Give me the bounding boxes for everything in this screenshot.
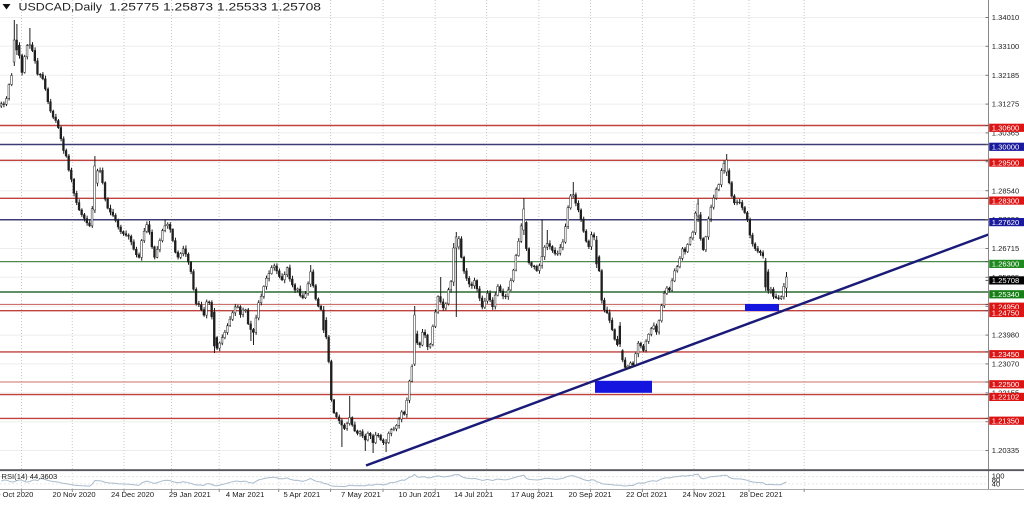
svg-text:1.23980: 1.23980 [992, 331, 1019, 340]
svg-text:1.31275: 1.31275 [992, 100, 1019, 109]
svg-text:1.27620: 1.27620 [992, 218, 1019, 227]
svg-text:28 Dec 2021: 28 Dec 2021 [740, 490, 783, 499]
svg-text:1.29500: 1.29500 [992, 158, 1019, 167]
svg-text:1.24750: 1.24750 [992, 309, 1019, 318]
svg-text:29 Jan 2021: 29 Jan 2021 [169, 490, 211, 499]
svg-text:14 Jul 2021: 14 Jul 2021 [454, 490, 493, 499]
svg-text:1.28300: 1.28300 [992, 196, 1019, 205]
svg-text:1.22500: 1.22500 [992, 380, 1019, 389]
svg-text:1.24950: 1.24950 [992, 302, 1019, 311]
svg-text:1.25775 1.25873 1.25533 1.2570: 1.25775 1.25873 1.25533 1.25708 [109, 2, 321, 14]
svg-text:80: 80 [992, 476, 1000, 485]
svg-text:1.21350: 1.21350 [992, 416, 1019, 425]
svg-text:1.20335: 1.20335 [992, 446, 1019, 455]
svg-text:USDCAD,Daily: USDCAD,Daily [19, 2, 103, 14]
svg-text:1.25340: 1.25340 [992, 290, 1019, 299]
svg-text:22 Oct 2021: 22 Oct 2021 [626, 490, 667, 499]
svg-text:1.25708: 1.25708 [992, 276, 1019, 285]
svg-text:7 May 2021: 7 May 2021 [341, 490, 381, 499]
svg-text:1.22102: 1.22102 [992, 393, 1019, 402]
svg-text:1.33100: 1.33100 [992, 42, 1019, 51]
svg-text:20 Oct 2020: 20 Oct 2020 [0, 490, 33, 499]
svg-text:4 Mar 2021: 4 Mar 2021 [226, 490, 264, 499]
svg-text:24 Nov 2021: 24 Nov 2021 [683, 490, 726, 499]
svg-text:1.28540: 1.28540 [992, 186, 1019, 195]
svg-text:1.30600: 1.30600 [992, 124, 1019, 133]
svg-text:20 Sep 2021: 20 Sep 2021 [569, 490, 612, 499]
svg-text:100: 100 [992, 472, 1005, 481]
svg-text:RSI(14) 44.3603: RSI(14) 44.3603 [2, 472, 58, 481]
svg-text:20 Nov 2020: 20 Nov 2020 [53, 490, 96, 499]
svg-text:17 Aug 2021: 17 Aug 2021 [511, 490, 554, 499]
svg-text:1.32185: 1.32185 [992, 71, 1019, 80]
svg-text:40: 40 [992, 480, 1000, 489]
svg-text:1.34010: 1.34010 [992, 13, 1019, 22]
svg-text:1.30365: 1.30365 [992, 129, 1019, 138]
svg-text:24 Dec 2020: 24 Dec 2020 [111, 490, 154, 499]
svg-text:1.30000: 1.30000 [992, 143, 1019, 152]
svg-text:1.26715: 1.26715 [992, 244, 1019, 253]
svg-text:1.26300: 1.26300 [992, 260, 1019, 269]
svg-text:10 Jun 2021: 10 Jun 2021 [399, 490, 441, 499]
svg-text:5 Apr 2021: 5 Apr 2021 [284, 490, 321, 499]
svg-text:1.23070: 1.23070 [992, 360, 1019, 369]
svg-text:1.23450: 1.23450 [992, 350, 1019, 359]
